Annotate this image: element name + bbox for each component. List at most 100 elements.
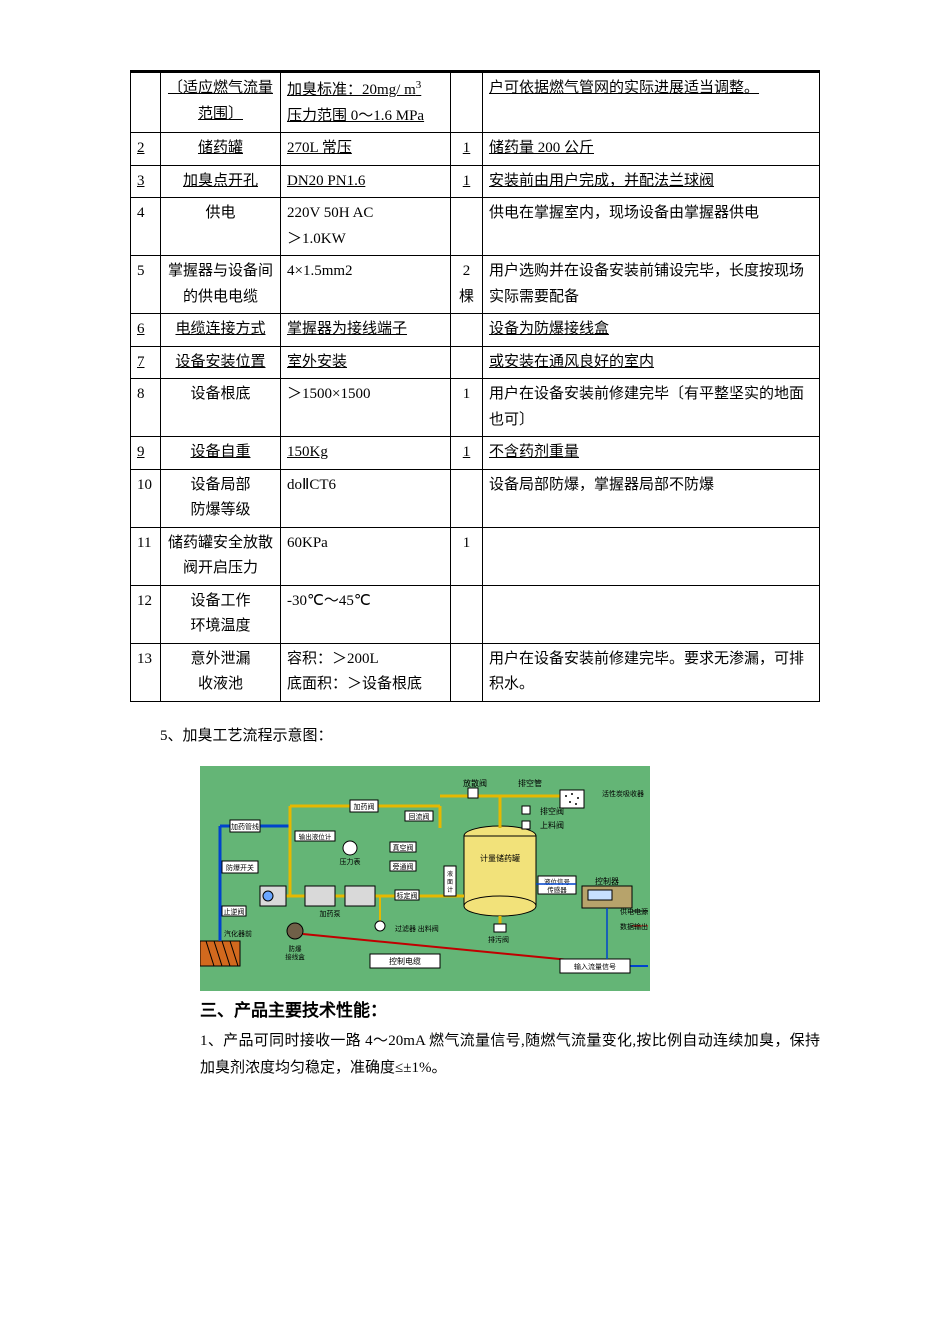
table-cell: 1: [451, 133, 483, 166]
table-cell: [451, 643, 483, 701]
table-row: 10设备局部防爆等级doⅡCT6设备局部防爆，掌握器局部不防爆: [131, 469, 820, 527]
lbl-top2: 排空管: [518, 778, 542, 788]
table-cell: 1: [451, 527, 483, 585]
lbl-m9: 标定阀: [397, 891, 418, 900]
svg-text:传感器: 传感器: [547, 885, 567, 894]
table-cell: 4×1.5mm2: [281, 256, 451, 314]
table-cell: [131, 73, 161, 133]
table-cell: 掌握器与设备间的供电电缆: [161, 256, 281, 314]
table-cell: 储药罐: [161, 133, 281, 166]
lbl-top3: 活性炭吸收器: [602, 789, 644, 798]
process-diagram-svg: 计量储药罐 放散阀 排空管 活性炭吸收器 排空阀 上料阀 加药管线 防爆开关 止…: [200, 766, 650, 991]
table-cell: 室外安装: [281, 346, 451, 379]
lbl-top1: 放散阀: [463, 778, 487, 788]
table-row: 8设备根底＞1500×15001用户在设备安装前修建完毕〔有平整坚实的地面也可〕: [131, 379, 820, 437]
table-cell: 7: [131, 346, 161, 379]
table-cell: 设备局部防爆，掌握器局部不防爆: [483, 469, 820, 527]
lbl-m1: 加药阀: [354, 802, 375, 811]
lbl-tank: 计量储药罐: [480, 853, 520, 863]
table-cell: 供电: [161, 198, 281, 256]
table-cell: 2: [131, 133, 161, 166]
section5-title: 5、加臭工艺流程示意图：: [130, 724, 820, 748]
table-cell: 或安装在通风良好的室内: [483, 346, 820, 379]
lbl-l1: 加药管线: [231, 822, 259, 831]
table-cell: 9: [131, 437, 161, 470]
table-cell: [483, 585, 820, 643]
table-cell: 加臭点开孔: [161, 165, 281, 198]
table-cell: 设备自重: [161, 437, 281, 470]
lbl-m8: 加药泵: [320, 909, 341, 918]
lbl-m10: 过滤器 出料阀: [395, 924, 439, 933]
table-cell: 60KPa: [281, 527, 451, 585]
lbl-m13: 控制电缆: [389, 956, 421, 966]
table-cell: 220V 50H AC＞1.0KW: [281, 198, 451, 256]
table-cell: 1: [451, 379, 483, 437]
table-row: 4供电220V 50H AC＞1.0KW供电在掌握室内，现场设备由掌握器供电: [131, 198, 820, 256]
table-cell: 12: [131, 585, 161, 643]
table-cell: 〔适应燃气流量范围〕: [161, 73, 281, 133]
table-cell: [451, 585, 483, 643]
lbl-m3: 输出液位计: [299, 832, 332, 841]
table-cell: 设备根底: [161, 379, 281, 437]
table-row: 〔适应燃气流量范围〕加臭标准：20mg/ m3压力范围 0～1.6 MPa 户可依…: [131, 73, 820, 133]
table-row: 6电缆连接方式掌握器为接线端子设备为防爆接线盒: [131, 314, 820, 347]
para-1: 1、产品可同时接收一路 4～20mA 燃气流量信号,随燃气流量变化,按比例自动连…: [200, 1028, 820, 1082]
lbl-top5: 上料阀: [540, 820, 564, 830]
table-cell: [451, 469, 483, 527]
table-cell: 用户选购并在设备安装前铺设完毕，长度按现场实际需要配备: [483, 256, 820, 314]
lbl-m12-1: 防爆: [289, 944, 303, 953]
spec-table: 〔适应燃气流量范围〕加臭标准：20mg/ m3压力范围 0～1.6 MPa 户可依…: [130, 72, 820, 702]
table-cell: 户可依据燃气管网的实际进展适当调整。: [483, 73, 820, 133]
table-cell: 3: [131, 165, 161, 198]
table-cell: 13: [131, 643, 161, 701]
table-row: 5掌握器与设备间的供电电缆4×1.5mm22棵用户选购并在设备安装前铺设完毕，长…: [131, 256, 820, 314]
table-cell: 储药罐安全放散阀开启压力: [161, 527, 281, 585]
table-cell: 5: [131, 256, 161, 314]
table-cell: -30℃～45℃: [281, 585, 451, 643]
table-cell: 设备工作环境温度: [161, 585, 281, 643]
svg-text:面: 面: [447, 879, 453, 886]
table-cell: DN20 PN1.6: [281, 165, 451, 198]
table-cell: 设备局部防爆等级: [161, 469, 281, 527]
lbl-m6: 旁通阀: [393, 862, 414, 871]
table-cell: [483, 527, 820, 585]
table-cell: 供电在掌握室内，现场设备由掌握器供电: [483, 198, 820, 256]
process-diagram: 计量储药罐 放散阀 排空管 活性炭吸收器 排空阀 上料阀 加药管线 防爆开关 止…: [200, 766, 650, 991]
table-cell: 安装前由用户完成，并配法兰球阀: [483, 165, 820, 198]
table-row: 7设备安装位置室外安装或安装在通风良好的室内: [131, 346, 820, 379]
table-row: 11储药罐安全放散阀开启压力60KPa1: [131, 527, 820, 585]
table-cell: 8: [131, 379, 161, 437]
table-cell: 设备为防爆接线盒: [483, 314, 820, 347]
lbl-m2: 回流阀: [409, 812, 430, 821]
table-cell: 150Kg: [281, 437, 451, 470]
table-cell: 1: [451, 437, 483, 470]
table-row: 2储药罐270L 常压1储药量 200 公斤: [131, 133, 820, 166]
lbl-m5: 真空阀: [393, 843, 414, 852]
table-row: 3加臭点开孔DN20 PN1.61安装前由用户完成，并配法兰球阀: [131, 165, 820, 198]
table-cell: 加臭标准：20mg/ m3压力范围 0～1.6 MPa: [281, 73, 451, 133]
lbl-r4: 输入流量信号: [574, 962, 616, 971]
lbl-top4: 排空阀: [540, 806, 564, 816]
table-cell: ＞1500×1500: [281, 379, 451, 437]
lbl-l4: 汽化器前: [224, 929, 252, 938]
table-cell: 270L 常压: [281, 133, 451, 166]
table-row: 9设备自重150Kg1不含药剂重量: [131, 437, 820, 470]
lbl-m7-1: 液: [447, 870, 453, 878]
table-cell: 用户在设备安装前修建完毕〔有平整坚实的地面也可〕: [483, 379, 820, 437]
table-cell: 6: [131, 314, 161, 347]
table-cell: 10: [131, 469, 161, 527]
heading-3: 三、产品主要技术性能：: [200, 997, 820, 1024]
table-row: 13意外泄漏收液池容积：＞200L底面积：＞设备根底用户在设备安装前修建完毕。要…: [131, 643, 820, 701]
table-cell: [451, 346, 483, 379]
table-cell: 意外泄漏收液池: [161, 643, 281, 701]
lbl-r3: 数据输出: [620, 922, 648, 931]
table-row: 12设备工作环境温度-30℃～45℃: [131, 585, 820, 643]
svg-text:计: 计: [447, 886, 453, 894]
table-cell: 电缆连接方式: [161, 314, 281, 347]
table-cell: 容积：＞200L底面积：＞设备根底: [281, 643, 451, 701]
table-cell: 2棵: [451, 256, 483, 314]
table-cell: 用户在设备安装前修建完毕。要求无渗漏，可排积水。: [483, 643, 820, 701]
lbl-m4: 压力表: [340, 857, 361, 866]
table-cell: [451, 314, 483, 347]
svg-text:接线盒: 接线盒: [285, 952, 305, 961]
